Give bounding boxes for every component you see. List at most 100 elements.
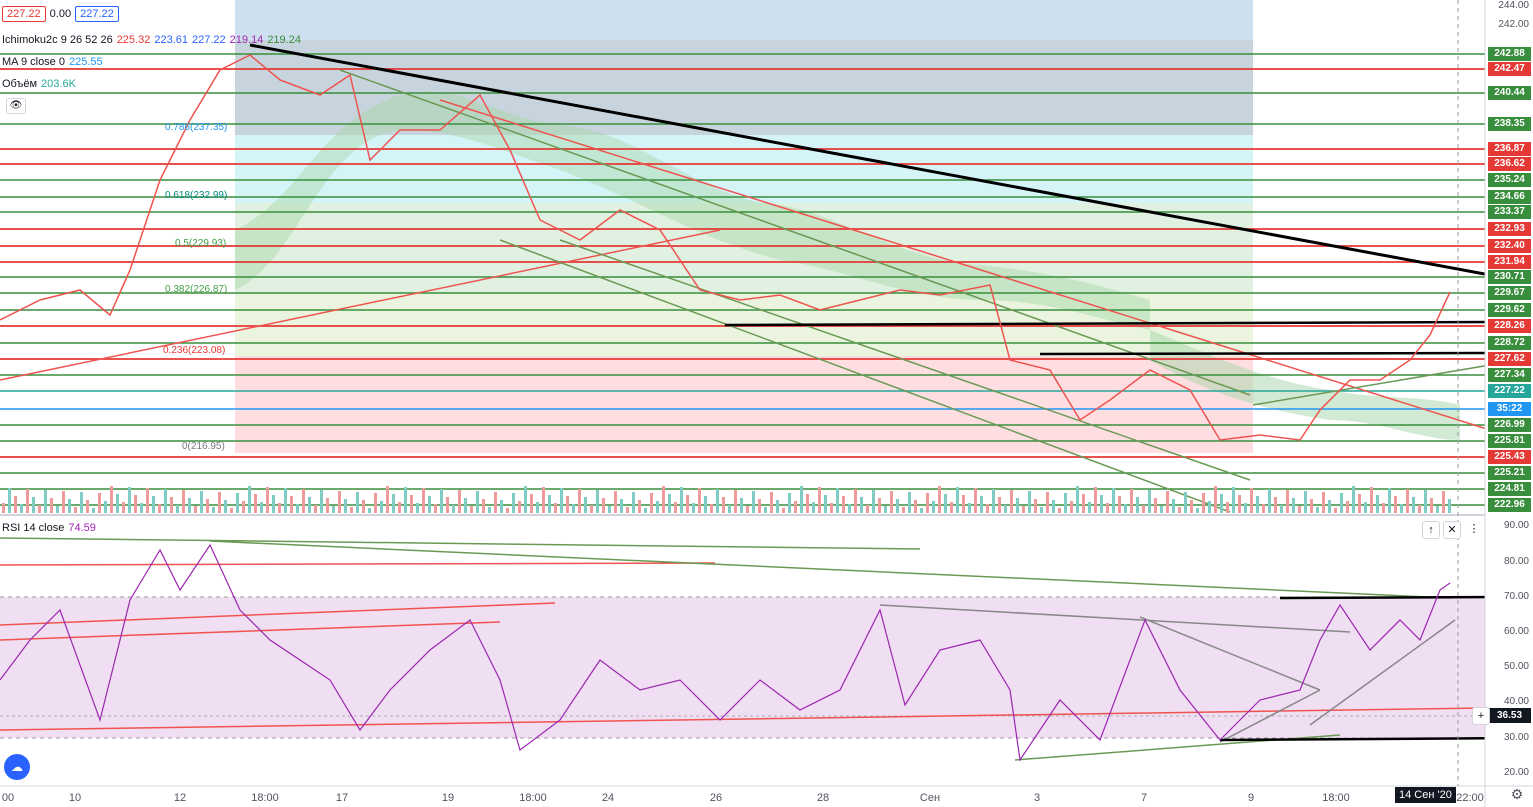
volume-bar — [1310, 499, 1313, 513]
volume-bar — [1412, 497, 1415, 513]
volume-bar — [1394, 496, 1397, 513]
time-axis-label: 22:00 — [1456, 792, 1484, 804]
volume-bar — [764, 507, 767, 513]
volume-bar — [1406, 489, 1409, 513]
volume-bar — [308, 497, 311, 513]
volume-bar — [1226, 502, 1229, 513]
volume-bar — [380, 501, 383, 513]
ichimoku-name: Ichimoku2c 9 26 52 26 — [2, 34, 113, 46]
volume-bar — [422, 488, 425, 513]
price-level-label: 227.62 — [1488, 352, 1531, 366]
volume-bar — [1382, 503, 1385, 513]
time-axis-label: 9 — [1247, 792, 1255, 804]
rsi-axis-tick: 40.00 — [1503, 696, 1529, 707]
rsi-crosshair-label: 36.53 — [1488, 708, 1531, 723]
volume-bar — [536, 502, 539, 513]
price-level-label: 226.99 — [1488, 418, 1531, 432]
volume-bar — [986, 504, 989, 513]
volume-bar — [1232, 487, 1235, 513]
add-icon[interactable]: + — [1472, 707, 1490, 725]
volume-bar — [2, 503, 5, 513]
volume-bar — [56, 506, 59, 513]
volume-bar — [1286, 490, 1289, 513]
volume-bar — [434, 504, 437, 513]
volume-bar — [710, 504, 713, 513]
eye-icon[interactable]: 👁 — [6, 98, 26, 114]
volume-bar — [890, 491, 893, 513]
volume-bar — [614, 491, 617, 513]
volume-bar — [86, 500, 89, 513]
volume-bar — [518, 501, 521, 513]
volume-bar — [230, 508, 233, 513]
volume-bar — [242, 501, 245, 513]
rsi-axis-tick: 30.00 — [1503, 732, 1529, 743]
more-icon[interactable]: ⋮ — [1465, 521, 1483, 539]
volume-bar — [404, 487, 407, 513]
volume-bar — [1364, 502, 1367, 513]
volume-bar — [182, 490, 185, 513]
rsi-axis-tick: 60.00 — [1503, 626, 1529, 637]
time-axis-label: 00 — [1, 792, 15, 804]
volume-bar — [980, 496, 983, 513]
volume-bar — [128, 487, 131, 513]
volume-bar — [80, 492, 83, 513]
rsi-axis-tick: 20.00 — [1503, 767, 1529, 778]
volume-bar — [830, 503, 833, 513]
volume-bar — [866, 505, 869, 513]
volume-bar — [1430, 498, 1433, 513]
volume-bar — [584, 497, 587, 513]
volume-bar — [632, 492, 635, 513]
volume-bar — [152, 496, 155, 513]
volume-bar — [920, 508, 923, 513]
settings-gear-icon[interactable]: ⚙ — [1510, 786, 1524, 802]
volume-bar — [224, 500, 227, 513]
volume-bar — [992, 489, 995, 513]
price-level-label: 225.81 — [1488, 434, 1531, 448]
volume-bar — [1346, 501, 1349, 513]
volume-bar — [686, 495, 689, 513]
volume-bar — [1196, 508, 1199, 513]
price-level-label: 35:22 — [1488, 402, 1531, 416]
volume-legend[interactable]: Объём 203.6K — [2, 78, 76, 90]
volume-bar — [806, 494, 809, 513]
price-left-box: 227.22 — [2, 6, 46, 22]
volume-bar — [332, 506, 335, 513]
volume-bar — [26, 489, 29, 513]
volume-bar — [1028, 491, 1031, 513]
current-date-label: 14 Сен '20 — [1395, 787, 1456, 803]
volume-bar — [1400, 504, 1403, 513]
rsi-legend[interactable]: RSI 14 close 74.59 — [2, 522, 96, 534]
volume-bar — [560, 488, 563, 513]
volume-bar — [302, 489, 305, 513]
volume-bar — [392, 494, 395, 513]
volume-bar — [338, 491, 341, 513]
volume-bar — [200, 491, 203, 513]
ma-legend[interactable]: MA 9 close 0 225.55 — [2, 56, 103, 68]
fib-label-0236: 0.236(223.08) — [163, 345, 226, 356]
ichimoku-legend[interactable]: Ichimoku2c 9 26 52 26 225.32 223.61 227.… — [2, 34, 301, 46]
volume-bar — [386, 486, 389, 513]
volume-bar — [416, 503, 419, 513]
volume-bar — [1304, 491, 1307, 513]
close-pane-button[interactable]: ✕ — [1443, 521, 1461, 539]
price-level-label: 232.93 — [1488, 222, 1531, 236]
volume-bar — [1022, 506, 1025, 513]
volume-bar — [1448, 499, 1451, 513]
volume-bar — [116, 494, 119, 513]
volume-bar — [98, 493, 101, 513]
rsi-name: RSI 14 close — [2, 522, 65, 534]
volume-bar — [752, 491, 755, 513]
volume-bar — [902, 507, 905, 513]
volume-bar — [668, 494, 671, 513]
tradingview-logo-icon[interactable]: ☁ — [4, 754, 30, 780]
volume-bar — [746, 506, 749, 513]
volume-bar — [68, 499, 71, 513]
rsi-value: 74.59 — [68, 522, 96, 534]
volume-bar — [626, 507, 629, 513]
move-pane-up-button[interactable]: ↑ — [1422, 521, 1440, 539]
volume-bar — [218, 492, 221, 513]
volume-bar — [824, 495, 827, 513]
volume-bar — [344, 499, 347, 513]
ma-value: 225.55 — [68, 56, 103, 68]
